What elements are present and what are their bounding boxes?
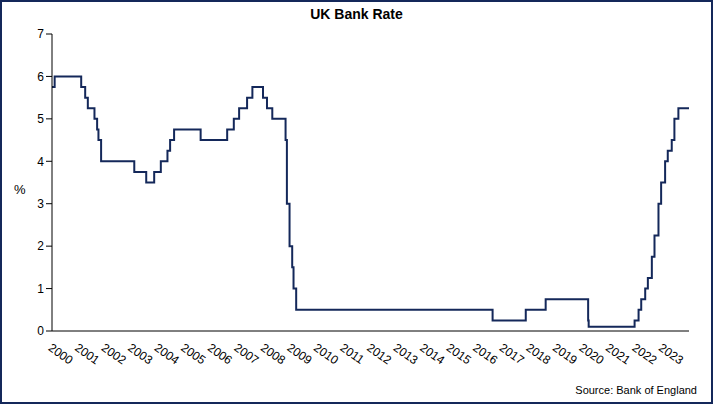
svg-text:2003: 2003 — [125, 341, 155, 368]
svg-text:0: 0 — [37, 324, 44, 338]
svg-text:2001: 2001 — [72, 341, 102, 368]
svg-text:2002: 2002 — [99, 341, 129, 368]
svg-text:2019: 2019 — [550, 341, 580, 368]
svg-text:2018: 2018 — [523, 341, 553, 368]
svg-text:2020: 2020 — [577, 341, 607, 368]
svg-text:2022: 2022 — [630, 341, 660, 368]
svg-text:5: 5 — [37, 112, 44, 126]
svg-text:3: 3 — [37, 197, 44, 211]
svg-text:2006: 2006 — [205, 341, 235, 368]
svg-text:2: 2 — [37, 239, 44, 253]
svg-text:4: 4 — [37, 155, 44, 169]
svg-text:2007: 2007 — [231, 341, 261, 368]
svg-text:2014: 2014 — [417, 341, 447, 368]
svg-text:2009: 2009 — [285, 341, 315, 368]
svg-text:1: 1 — [37, 282, 44, 296]
svg-text:2011: 2011 — [338, 341, 367, 367]
html-text:Source: Bank of England: Source: Bank of England — [575, 384, 697, 396]
svg-text:2000: 2000 — [46, 341, 76, 368]
svg-text:7: 7 — [37, 27, 44, 41]
svg-text:2008: 2008 — [258, 341, 288, 368]
svg-text:2015: 2015 — [444, 341, 474, 368]
svg-text:2017: 2017 — [497, 341, 527, 368]
svg-text:2005: 2005 — [178, 341, 208, 368]
svg-text:2016: 2016 — [470, 341, 500, 368]
svg-text:2010: 2010 — [311, 341, 341, 368]
svg-text:2023: 2023 — [656, 341, 686, 368]
svg-text:2004: 2004 — [152, 341, 182, 368]
svg-text:2021: 2021 — [603, 341, 633, 368]
svg-text:6: 6 — [37, 70, 44, 84]
svg-text:2012: 2012 — [364, 341, 394, 368]
html-text:UK Bank Rate: UK Bank Rate — [310, 6, 403, 22]
svg-text:2013: 2013 — [391, 341, 421, 368]
